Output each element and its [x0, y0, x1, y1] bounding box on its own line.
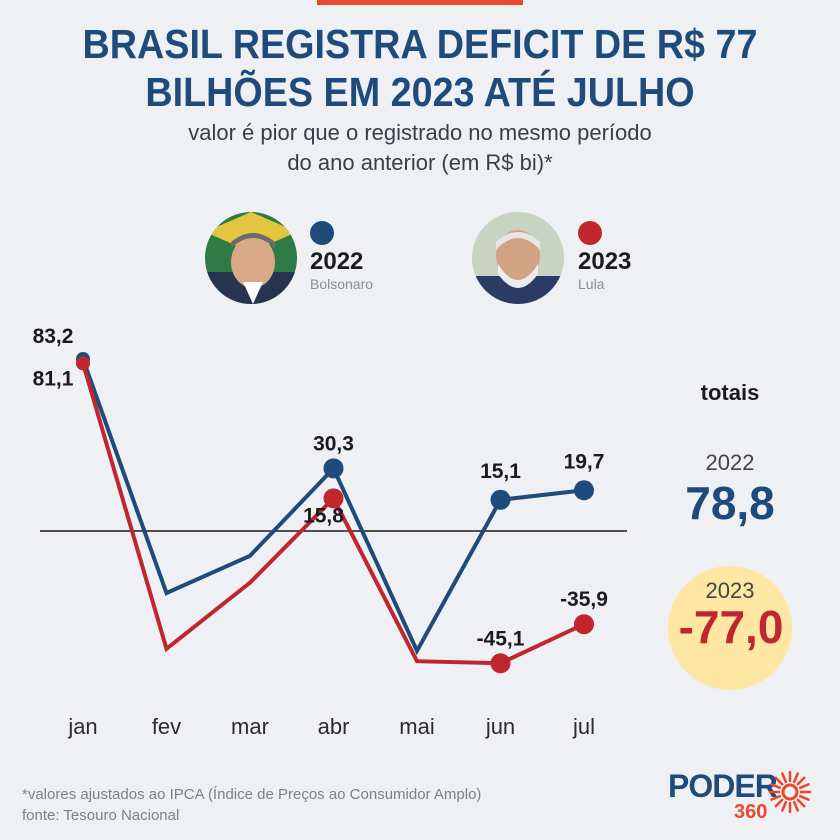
x-tick-label: mai — [399, 714, 434, 739]
subtitle-line-2: do ano anterior (em R$ bi)* — [287, 150, 553, 175]
data-point-2023 — [323, 488, 344, 509]
chart-subtitle: valor é pior que o registrado no mesmo p… — [0, 118, 840, 178]
x-tick-label: jun — [485, 714, 515, 739]
x-tick-label: jan — [67, 714, 97, 739]
total-value-2023: -77,0 — [678, 601, 784, 653]
x-tick-label: fev — [152, 714, 181, 739]
totals-title: totais — [700, 380, 760, 405]
data-point-2022 — [490, 489, 511, 510]
total-highlight-circle — [668, 566, 792, 690]
data-label-2022: 15,1 — [480, 460, 521, 483]
chart-title: BRASIL REGISTRA DEFICIT DE R$ 77 BILHÕES… — [34, 20, 807, 116]
lula-photo — [472, 212, 564, 304]
title-line-1: BRASIL REGISTRA DEFICIT DE R$ 77 — [82, 21, 758, 67]
footnote-note: *valores ajustados ao IPCA (Índice de Pr… — [22, 786, 482, 803]
logo-word: PODER — [668, 768, 778, 804]
data-label-2022: 30,3 — [313, 432, 354, 455]
legend-dot-2023 — [578, 221, 602, 245]
total-year-2022: 2022 — [705, 450, 755, 475]
legend-name-2023: Lula — [578, 276, 605, 292]
data-point-2022 — [574, 480, 594, 501]
title-line-2: BILHÕES EM 2023 ATÉ JULHO — [145, 69, 695, 115]
line-chart: jan fev mar abr mai jun jul 83,2 30,3 15,1 19,7 81,… — [33, 325, 627, 739]
bolsonaro-photo — [205, 212, 297, 304]
legend-year-2023: 2023 — [578, 248, 632, 275]
logo-sun-icon — [768, 770, 812, 814]
x-tick-label: abr — [318, 714, 350, 739]
total-value-2022: 78,8 — [685, 477, 775, 529]
footnote: *valores ajustados ao IPCA (Índice de Pr… — [22, 784, 481, 826]
data-point-2023 — [574, 614, 594, 635]
footnote-source: fonte: Tesouro Nacional — [22, 807, 180, 824]
data-point-2023 — [76, 356, 90, 371]
legend-name-2022: Bolsonaro — [310, 276, 374, 292]
logo-number: 360 — [734, 801, 768, 823]
total-year-2023: 2023 — [705, 578, 755, 603]
x-tick-label: jul — [572, 714, 595, 739]
x-tick-label: mar — [231, 714, 269, 739]
top-accent-bar — [317, 0, 523, 5]
data-label-2022: 19,7 — [564, 450, 605, 473]
data-label-2023: 15,8 — [303, 504, 344, 527]
subtitle-line-1: valor é pior que o registrado no mesmo p… — [188, 120, 652, 145]
data-label-2023: -35,9 — [560, 588, 608, 611]
data-label-2022: 83,2 — [33, 325, 74, 348]
poder360-logo: PODER 360 — [668, 768, 828, 828]
data-point-2023 — [490, 653, 511, 674]
portrait-2022-icon — [205, 212, 297, 304]
data-label-2023: -45,1 — [477, 627, 525, 650]
legend-dot-2022 — [310, 221, 334, 245]
portrait-2023-icon — [472, 212, 564, 304]
data-label-2023: 81,1 — [33, 367, 74, 390]
legend-year-2022: 2022 — [310, 248, 364, 275]
data-point-2022 — [323, 458, 344, 479]
